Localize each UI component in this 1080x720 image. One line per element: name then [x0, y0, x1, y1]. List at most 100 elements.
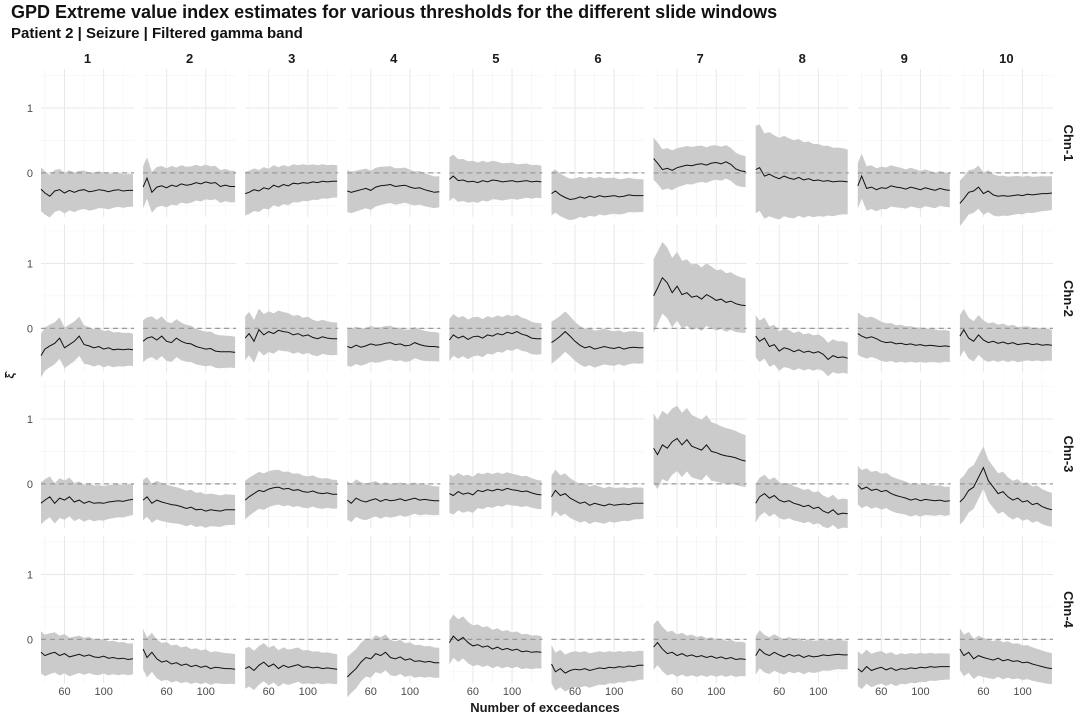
x-axis-title: Number of exceedances	[470, 700, 620, 715]
panel-chn-4-window-10	[959, 535, 1053, 685]
x-tick-label: 100	[605, 686, 623, 698]
confidence-band	[653, 620, 746, 677]
estimate-line	[755, 492, 848, 515]
x-tick-label: 60	[365, 686, 377, 698]
estimate-line	[245, 180, 338, 195]
facet-column-label-1: 1	[84, 51, 91, 66]
panel-chn-3-window-3	[244, 380, 339, 528]
estimate-line	[244, 486, 338, 501]
facet-column-label-8: 8	[799, 51, 806, 66]
estimate-line	[244, 328, 338, 343]
estimate-line	[449, 331, 542, 341]
estimate-line	[449, 175, 542, 184]
estimate-line	[959, 186, 1052, 204]
panel-chn-3-window-4	[346, 380, 441, 528]
confidence-band	[245, 164, 338, 216]
confidence-band	[41, 476, 133, 525]
confidence-band	[347, 634, 440, 698]
facet-column-label-10: 10	[999, 51, 1013, 66]
estimate-line	[346, 497, 440, 504]
facet-column-label-6: 6	[594, 51, 601, 66]
confidence-band	[347, 166, 440, 214]
chart-title: GPD Extreme value index estimates for va…	[11, 2, 778, 22]
x-tick-label: 60	[58, 686, 70, 698]
estimate-line	[755, 335, 848, 361]
confidence-band	[449, 472, 542, 515]
estimate-line	[551, 663, 644, 674]
estimate-line	[347, 342, 440, 349]
facet-row-label-chn-1: Chn-1	[1061, 125, 1076, 162]
panel-chn-1-window-6	[551, 69, 645, 221]
panel-chn-2-window-8	[755, 224, 849, 377]
x-tick-label: 100	[401, 686, 419, 698]
facet-column-label-9: 9	[901, 51, 908, 66]
x-tick-label: 100	[911, 686, 929, 698]
estimate-line	[857, 484, 950, 502]
x-tick-label: 100	[94, 686, 112, 698]
y-tick-label: 0	[27, 634, 33, 646]
x-tick-label: 60	[467, 686, 479, 698]
panel-chn-2-window-2	[142, 224, 237, 373]
x-tick-label: 100	[1013, 686, 1031, 698]
panel-chn-4-window-9	[857, 535, 951, 690]
estimate-line	[653, 158, 746, 173]
y-tick-label: 1	[27, 103, 33, 115]
confidence-band	[653, 241, 746, 333]
estimate-line	[40, 335, 134, 356]
confidence-band	[449, 154, 542, 203]
confidence-band	[755, 474, 848, 530]
confidence-band	[41, 167, 133, 218]
panel-chn-3-window-6	[551, 380, 645, 528]
panel-chn-4-window-6	[551, 535, 645, 692]
panel-chn-1-window-3	[245, 69, 339, 217]
panel-chn-4-window-3	[244, 535, 339, 691]
estimate-line	[755, 167, 848, 183]
estimate-line	[857, 333, 950, 348]
y-tick-label: 1	[27, 569, 33, 581]
confidence-band	[551, 311, 644, 368]
panel-chn-2-window-4	[347, 224, 441, 373]
y-tick-label: 0	[27, 168, 33, 180]
panel-chn-4-window-8	[755, 535, 849, 684]
confidence-band	[41, 316, 133, 378]
estimate-line	[142, 335, 236, 353]
estimate-line	[449, 487, 542, 497]
facet-column-label-7: 7	[696, 51, 703, 66]
confidence-band	[755, 315, 848, 377]
panel-chn-1-window-2	[142, 69, 237, 217]
panel-chn-3-window-2	[142, 380, 237, 528]
estimate-line	[448, 635, 542, 653]
confidence-band	[959, 628, 1052, 685]
panel-chn-2-window-6	[551, 224, 645, 373]
x-tick-label: 100	[809, 686, 827, 698]
panel-chn-1-window-4	[347, 69, 441, 217]
confidence-band	[449, 614, 542, 670]
estimate-line	[346, 651, 440, 678]
estimate-line	[653, 276, 746, 307]
x-tick-label: 60	[160, 686, 172, 698]
panel-chn-1-window-5	[449, 69, 543, 217]
facet-column-label-2: 2	[186, 51, 193, 66]
panel-chn-4-window-1	[40, 535, 134, 684]
confidence-band	[857, 153, 950, 212]
estimate-line	[142, 496, 236, 512]
estimate-line	[959, 466, 1053, 511]
estimate-line	[959, 328, 1052, 346]
confidence-band	[857, 465, 950, 517]
estimate-line	[40, 496, 134, 505]
confidence-band	[959, 446, 1052, 527]
chart-subtitle: Patient 2 | Seizure | Filtered gamma ban…	[11, 25, 303, 42]
x-tick-label: 60	[671, 686, 683, 698]
panel-chn-2-window-1	[40, 224, 134, 378]
x-tick-label: 100	[299, 686, 317, 698]
panel-chn-3-window-5	[449, 380, 543, 528]
estimate-line	[551, 190, 644, 201]
confidence-band	[245, 308, 338, 363]
estimate-line	[755, 648, 848, 659]
facet-column-label-4: 4	[390, 51, 398, 66]
y-tick-label: 1	[27, 414, 33, 426]
x-tick-label: 60	[569, 686, 581, 698]
confidence-band	[653, 405, 746, 490]
y-tick-label: 1	[27, 258, 33, 270]
